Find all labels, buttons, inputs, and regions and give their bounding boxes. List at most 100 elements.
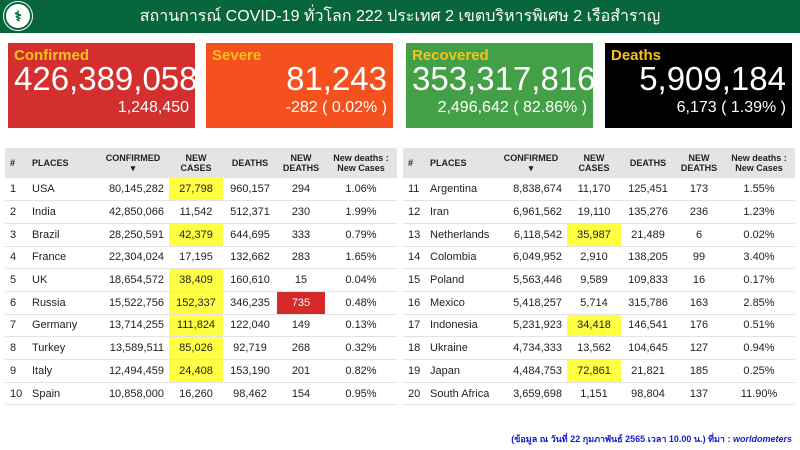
table-row[interactable]: 9 Italy 12,494,459 24,408 153,190 201 0.… (5, 359, 397, 383)
deaths: 21,821 (621, 359, 675, 383)
deaths: 146,541 (621, 314, 675, 338)
table-row[interactable]: 7 Germany 13,714,255 111,824 122,040 149… (5, 314, 397, 338)
table-row[interactable]: 8 Turkey 13,589,511 85,026 92,719 268 0.… (5, 336, 397, 360)
place: Netherlands (425, 223, 495, 247)
column-header[interactable]: CONFIRMED ▾ (495, 148, 567, 178)
new-deaths: 137 (675, 382, 723, 406)
column-header[interactable]: NEW DEATHS (675, 148, 723, 178)
card-value: 353,317,816 (412, 60, 596, 97)
new-deaths: 16 (675, 268, 723, 292)
column-header[interactable]: PLACES (27, 148, 97, 178)
new-cases: 27,798 (169, 178, 223, 202)
place: Turkey (27, 336, 97, 360)
rank: 6 (5, 291, 27, 315)
card-value: 426,389,058 (14, 60, 198, 97)
sort-icon[interactable]: ▾ (130, 163, 136, 173)
deaths: 125,451 (621, 178, 675, 202)
rank: 1 (5, 178, 27, 202)
table-row[interactable]: 14 Colombia 6,049,952 2,910 138,205 99 3… (403, 246, 795, 270)
confirmed: 5,418,257 (495, 291, 567, 315)
header-bar: ⚕ สถานการณ์ COVID-19 ทั่วโลก 222 ประเทศ … (0, 0, 800, 33)
card-label: Recovered (412, 47, 489, 64)
confirmed: 12,494,459 (97, 359, 169, 383)
table-right: # PLACES CONFIRMED ▾ NEW CASES DEATHS NEW DEAT… (403, 148, 795, 406)
column-header[interactable]: New deaths : New Cases (325, 148, 397, 178)
card-recovered: Recovered 353,317,816 2,496,642 ( 82.86%… (406, 43, 596, 128)
new-deaths: 268 (277, 336, 325, 360)
table-row[interactable]: 3 Brazil 28,250,591 42,379 644,695 333 0… (5, 223, 397, 247)
place: India (27, 200, 97, 224)
rank: 13 (403, 223, 425, 247)
table-row[interactable]: 18 Ukraine 4,734,333 13,562 104,645 127 … (403, 336, 795, 360)
table-row[interactable]: 11 Argentina 8,838,674 11,170 125,451 17… (403, 178, 795, 202)
column-header[interactable]: DEATHS (621, 148, 675, 178)
table-row[interactable]: 12 Iran 6,961,562 19,110 135,276 236 1.2… (403, 200, 795, 224)
ratio: 0.82% (325, 359, 397, 383)
table-left: # PLACES CONFIRMED ▾ NEW CASES DEATHS NEW DEAT… (5, 148, 397, 406)
column-header[interactable]: New deaths : New Cases (723, 148, 795, 178)
table-row[interactable]: 19 Japan 4,484,753 72,861 21,821 185 0.2… (403, 359, 795, 383)
place: Mexico (425, 291, 495, 315)
table-header: # PLACES CONFIRMED ▾ NEW CASES DEATHS NEW DEAT… (403, 148, 795, 178)
new-deaths: 99 (675, 246, 723, 270)
deaths: 109,833 (621, 268, 675, 292)
table-row[interactable]: 15 Poland 5,563,446 9,589 109,833 16 0.1… (403, 268, 795, 292)
new-cases: 13,562 (567, 336, 621, 360)
sort-icon[interactable]: ▾ (528, 163, 534, 173)
rank: 15 (403, 268, 425, 292)
table-row[interactable]: 1 USA 80,145,282 27,798 960,157 294 1.06… (5, 178, 397, 202)
card-label: Deaths (611, 47, 662, 64)
confirmed: 18,654,572 (97, 268, 169, 292)
column-header[interactable]: NEW CASES (169, 148, 223, 178)
new-cases: 5,714 (567, 291, 621, 315)
deaths: 21,489 (621, 223, 675, 247)
deaths: 153,190 (223, 359, 277, 383)
footer-source: worldometers (732, 434, 792, 444)
place: Germany (27, 314, 97, 338)
table-row[interactable]: 16 Mexico 5,418,257 5,714 315,786 163 2.… (403, 291, 795, 315)
column-header[interactable]: # (5, 148, 27, 178)
ratio: 1.99% (325, 200, 397, 224)
confirmed: 10,858,000 (97, 382, 169, 406)
new-deaths: 154 (277, 382, 325, 406)
rank: 16 (403, 291, 425, 315)
ratio: 0.48% (325, 291, 397, 315)
confirmed: 22,304,024 (97, 246, 169, 270)
new-cases: 19,110 (567, 200, 621, 224)
place: Colombia (425, 246, 495, 270)
rank: 10 (5, 382, 27, 406)
column-header[interactable]: # (403, 148, 425, 178)
table-row[interactable]: 13 Netherlands 6,118,542 35,987 21,489 6… (403, 223, 795, 247)
table-row[interactable]: 17 Indonesia 5,231,923 34,418 146,541 17… (403, 314, 795, 338)
table-header: # PLACES CONFIRMED ▾ NEW CASES DEATHS NEW DEAT… (5, 148, 397, 178)
column-header[interactable]: CONFIRMED ▾ (97, 148, 169, 178)
ratio: 3.40% (723, 246, 795, 270)
footer-text: (ข้อมูล ณ วันที่ 22 กุมภาพันธ์ 2565 เวลา… (511, 434, 733, 444)
deaths: 122,040 (223, 314, 277, 338)
table-row[interactable]: 10 Spain 10,858,000 16,260 98,462 154 0.… (5, 382, 397, 406)
new-deaths: 735 (277, 291, 325, 315)
card-label: Severe (212, 47, 262, 64)
new-deaths: 173 (675, 178, 723, 202)
rank: 2 (5, 200, 27, 224)
confirmed: 6,118,542 (495, 223, 567, 247)
ratio: 0.79% (325, 223, 397, 247)
page-title: สถานการณ์ COVID-19 ทั่วโลก 222 ประเทศ 2 … (139, 8, 661, 25)
rank: 3 (5, 223, 27, 247)
ratio: 2.85% (723, 291, 795, 315)
table-row[interactable]: 6 Russia 15,522,756 152,337 346,235 735 … (5, 291, 397, 315)
column-header[interactable]: NEW CASES (567, 148, 621, 178)
deaths: 512,371 (223, 200, 277, 224)
card-sub: 1,248,450 (117, 99, 189, 116)
column-header[interactable]: DEATHS (223, 148, 277, 178)
table-row[interactable]: 5 UK 18,654,572 38,409 160,610 15 0.04% (5, 268, 397, 292)
confirmed: 4,484,753 (495, 359, 567, 383)
table-row[interactable]: 20 South Africa 3,659,698 1,151 98,804 1… (403, 382, 795, 406)
column-header[interactable]: PLACES (425, 148, 495, 178)
ratio: 0.94% (723, 336, 795, 360)
column-header[interactable]: NEW DEATHS (277, 148, 325, 178)
table-row[interactable]: 2 India 42,850,066 11,542 512,371 230 1.… (5, 200, 397, 224)
table-row[interactable]: 4 France 22,304,024 17,195 132,662 283 1… (5, 246, 397, 270)
new-cases: 2,910 (567, 246, 621, 270)
deaths: 98,804 (621, 382, 675, 406)
